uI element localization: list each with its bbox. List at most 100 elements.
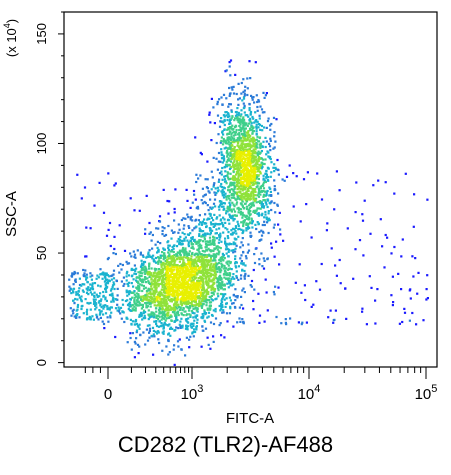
- event-dot: [195, 285, 198, 288]
- event-dot: [224, 146, 228, 149]
- event-dot: [179, 254, 182, 257]
- event-dot: [178, 323, 181, 326]
- event-dot: [179, 320, 182, 323]
- event-dot: [159, 307, 162, 310]
- event-dot: [222, 231, 225, 234]
- event-dot: [229, 307, 232, 310]
- event-dot: [247, 243, 250, 246]
- event-dot: [374, 299, 377, 302]
- event-dot: [178, 280, 181, 283]
- event-dot: [166, 314, 169, 317]
- event-dot: [161, 276, 165, 279]
- event-dot: [233, 214, 236, 217]
- event-dot: [255, 201, 258, 204]
- event-dot: [121, 298, 124, 302]
- event-dot: [110, 300, 113, 303]
- event-dot: [189, 239, 192, 242]
- event-dot: [256, 105, 259, 109]
- event-dot: [175, 265, 178, 268]
- event-dot: [125, 316, 128, 319]
- x-tick-base: 10: [298, 386, 315, 403]
- event-dot: [185, 287, 188, 290]
- event-dot: [199, 282, 202, 285]
- event-dot: [103, 327, 106, 330]
- x-tick-label: 0: [104, 386, 112, 403]
- event-dot: [163, 284, 166, 287]
- event-dot: [246, 156, 249, 160]
- event-dot: [173, 298, 176, 301]
- event-dot: [76, 173, 79, 176]
- event-dot: [237, 177, 240, 180]
- event-dot: [214, 275, 217, 278]
- event-dot: [354, 211, 357, 214]
- event-dot: [223, 257, 226, 260]
- event-dot: [232, 273, 235, 276]
- event-dot: [233, 228, 236, 231]
- event-dot: [243, 197, 246, 200]
- event-dot: [264, 94, 267, 97]
- event-dot: [235, 110, 238, 114]
- event-dot: [216, 216, 219, 219]
- event-dot: [225, 210, 228, 213]
- event-dot: [180, 348, 183, 351]
- event-dot: [148, 331, 151, 334]
- event-dot: [262, 195, 265, 198]
- event-dot: [244, 114, 247, 117]
- event-dot: [190, 297, 193, 300]
- event-dot: [235, 270, 238, 273]
- event-dot: [175, 316, 178, 319]
- event-dot: [220, 266, 223, 269]
- event-dot: [393, 245, 396, 249]
- event-dot: [180, 302, 183, 305]
- event-dot: [275, 240, 278, 243]
- event-dot: [205, 288, 208, 291]
- event-dot: [259, 142, 263, 145]
- event-dot: [206, 280, 209, 283]
- event-dot: [362, 254, 365, 257]
- event-dot: [235, 150, 238, 153]
- event-dot: [169, 275, 172, 278]
- event-dot: [220, 151, 223, 154]
- event-dot: [138, 345, 141, 348]
- event-dot: [240, 128, 243, 131]
- event-dot: [192, 283, 195, 286]
- event-dot: [93, 282, 97, 285]
- event-dot: [261, 184, 265, 187]
- event-dot: [273, 185, 276, 188]
- event-dot: [88, 315, 91, 318]
- event-dot: [150, 272, 153, 275]
- event-dot: [233, 165, 236, 169]
- event-dot: [225, 160, 228, 163]
- event-dot: [267, 155, 270, 158]
- event-dot: [215, 157, 218, 160]
- event-dot: [201, 295, 204, 298]
- event-dot: [229, 151, 232, 154]
- event-dot: [127, 262, 131, 265]
- event-dot: [189, 276, 192, 279]
- event-dot: [71, 309, 74, 312]
- event-dot: [201, 317, 204, 320]
- event-dot: [243, 129, 246, 132]
- event-dot: [333, 208, 336, 211]
- event-dot: [233, 130, 236, 133]
- event-dot: [245, 215, 248, 218]
- event-dot: [247, 198, 250, 201]
- event-dot: [133, 253, 137, 256]
- event-dot: [256, 109, 259, 112]
- event-dot: [162, 281, 165, 284]
- event-dot: [242, 263, 245, 266]
- event-dot: [237, 211, 240, 214]
- event-dot: [180, 317, 183, 320]
- event-dot: [234, 242, 237, 245]
- event-dot: [269, 128, 272, 131]
- event-dot: [189, 267, 192, 270]
- event-dot: [214, 273, 218, 276]
- event-dot: [254, 170, 257, 173]
- event-dot: [213, 122, 216, 125]
- event-dot: [129, 332, 132, 335]
- event-dot: [252, 193, 255, 196]
- event-dot: [161, 304, 164, 307]
- event-dot: [70, 288, 73, 291]
- event-dot: [249, 140, 252, 143]
- event-dot: [209, 259, 212, 262]
